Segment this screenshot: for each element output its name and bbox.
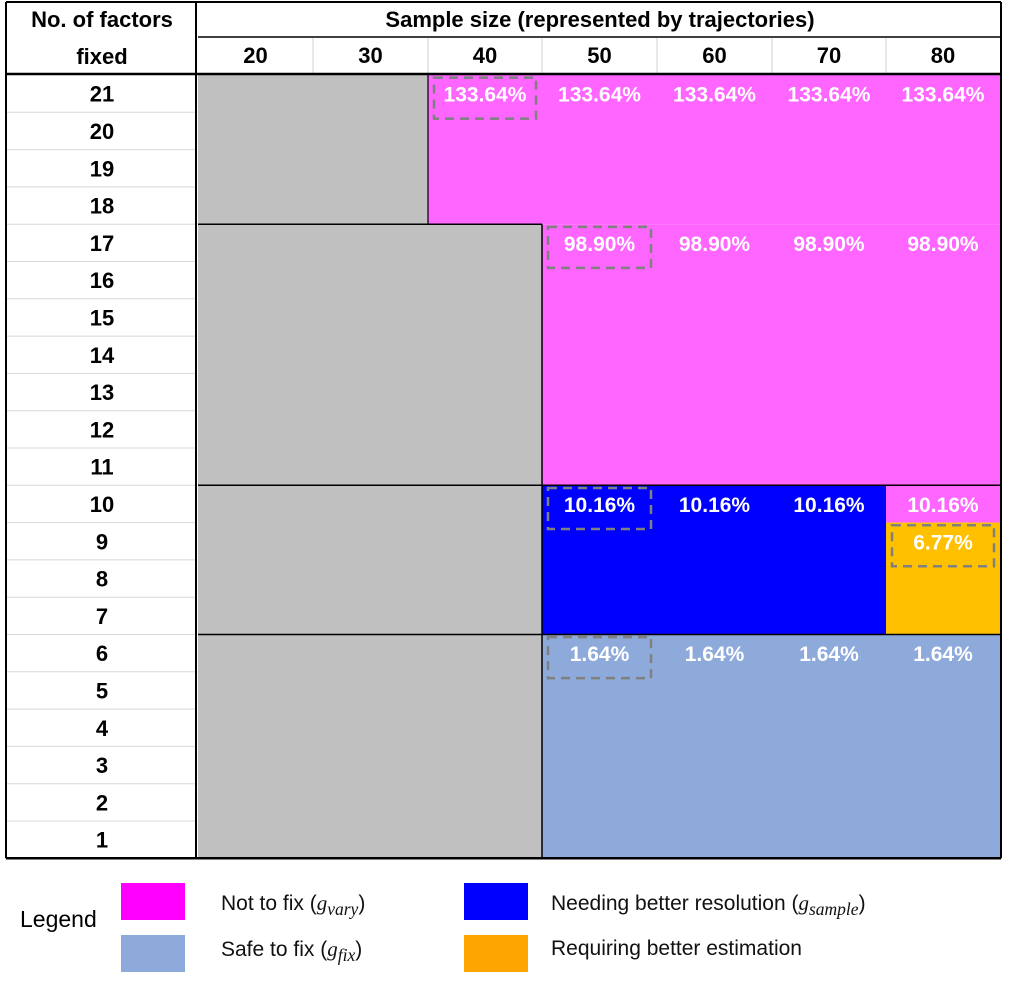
cell-value-label: 1.64%: [570, 643, 630, 666]
cell-value-label: 1.64%: [913, 643, 973, 666]
legend-swatch-sample: [464, 883, 528, 920]
legend-swatch-vary: [121, 883, 185, 920]
cell-value-label: 98.90%: [907, 233, 979, 256]
cell-value-label: 133.64%: [902, 84, 985, 107]
table-grid: [6, 38, 887, 822]
row-tick-label: 1: [96, 828, 108, 853]
row-tick-label: 3: [96, 753, 108, 778]
region-estimation: [886, 522, 1000, 635]
cell-value-label: 133.64%: [558, 84, 641, 107]
cell-value-label: 10.16%: [793, 494, 865, 517]
row-tick-label: 19: [90, 156, 114, 181]
table-header: No. of factors fixed Sample size (repres…: [31, 7, 814, 69]
row-header-line2: fixed: [76, 44, 127, 69]
column-group-header: Sample size (represented by trajectories…: [385, 7, 814, 32]
cell-value-label: 1.64%: [685, 643, 745, 666]
highlight-box: [432, 76, 538, 120]
cell-value-label: 98.90%: [679, 233, 751, 256]
row-tick-label: 2: [96, 790, 108, 815]
row-tick-label: 11: [90, 455, 113, 480]
legend-swatch-estimation: [464, 935, 528, 972]
region-fix: [542, 634, 1000, 859]
row-tick-label: 10: [90, 492, 114, 517]
region-none: [198, 634, 542, 859]
region-sample: [542, 485, 886, 635]
cell-value-label: 10.16%: [907, 494, 979, 517]
cell-value-label: 133.64%: [788, 84, 871, 107]
row-tick-label: 20: [90, 119, 114, 144]
row-tick-label: 6: [96, 641, 108, 666]
legend-swatch-fix: [121, 935, 185, 972]
cell-value-label: 10.16%: [564, 494, 636, 517]
column-tick-label: 20: [243, 43, 267, 68]
table-borders: [5, 1, 1002, 860]
row-tick-label: 13: [90, 380, 114, 405]
region-none: [198, 224, 542, 486]
row-tick-label: 15: [90, 305, 114, 330]
row-tick-label: 4: [96, 716, 109, 741]
cell-value-label: 6.77%: [913, 531, 973, 554]
row-tick-label: 14: [90, 343, 115, 368]
highlight-box: [546, 225, 653, 270]
legend-label-fix: Safe to fix (gfix): [221, 937, 363, 966]
legend-label-estimation: Requiring better estimation: [551, 937, 802, 960]
legend-label-vary: Not to fix (gvary): [221, 891, 366, 920]
cell-value-label: 1.64%: [799, 643, 859, 666]
region-vary: [542, 224, 1000, 486]
column-tick-label: 80: [931, 43, 955, 68]
highlight-box: [546, 635, 653, 680]
row-header-line1: No. of factors: [31, 7, 173, 32]
classification-regions: [198, 75, 1000, 859]
cell-value-label: 10.16%: [679, 494, 751, 517]
row-tick-label: 7: [96, 604, 108, 629]
region-vary: [428, 75, 1000, 225]
legend-title: Legend: [20, 906, 97, 932]
region-vary: [886, 485, 1000, 523]
row-tick-label: 12: [90, 417, 114, 442]
column-tick-label: 50: [587, 43, 611, 68]
legend-label-sample: Needing better resolution (gsample): [551, 891, 866, 920]
highlight-box: [546, 486, 653, 531]
column-tick-label: 60: [702, 43, 726, 68]
column-tick-label: 40: [473, 43, 497, 68]
row-tick-label: 21: [90, 82, 114, 107]
region-none: [198, 75, 428, 225]
cell-value-label: 133.64%: [444, 84, 527, 107]
cell-value-label: 133.64%: [673, 84, 756, 107]
cell-value-label: 98.90%: [564, 233, 636, 256]
region-none: [198, 485, 542, 635]
column-tick-label: 30: [358, 43, 382, 68]
column-tick-label: 70: [817, 43, 841, 68]
cell-value-label: 98.90%: [793, 233, 865, 256]
row-tick-label: 5: [96, 678, 108, 703]
row-tick-label: 18: [90, 194, 114, 219]
row-tick-label: 9: [96, 529, 108, 554]
row-tick-label: 16: [90, 268, 114, 293]
row-tick-label: 8: [96, 567, 108, 592]
row-tick-label: 17: [90, 231, 114, 256]
highlight-box: [890, 524, 996, 568]
cell-labels: 20 30 40 50 60 70 8021201918171615141312111098…: [90, 43, 996, 853]
